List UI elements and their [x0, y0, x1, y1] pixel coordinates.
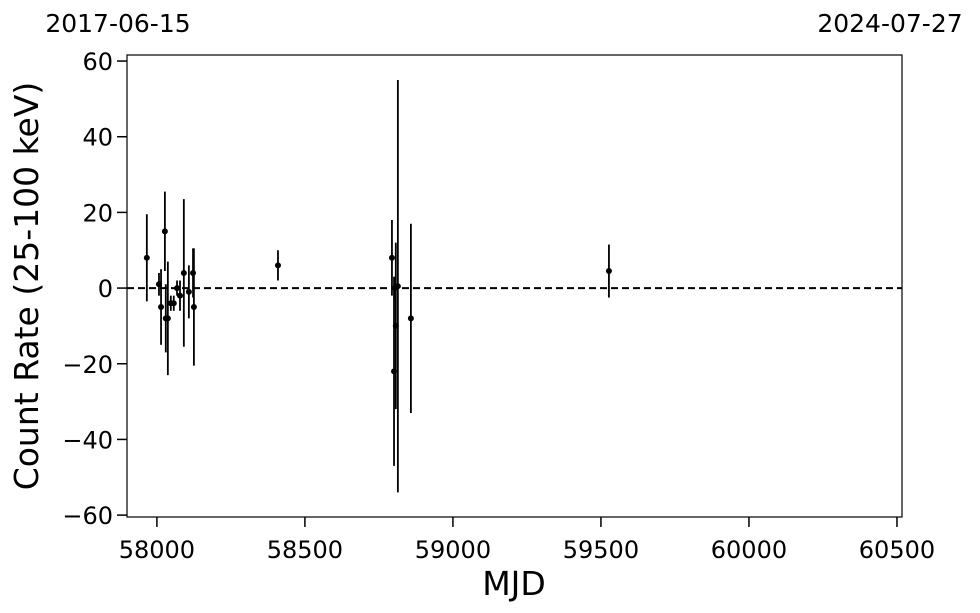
- y-axis-label: Count Rate (25-100 keV): [7, 82, 46, 491]
- data-point: [190, 304, 197, 310]
- data-point: [180, 269, 187, 276]
- top-date-label: 2024-07-27: [817, 9, 962, 38]
- x-tick-label: 58500: [267, 536, 343, 564]
- data-point: [394, 283, 401, 290]
- data-point: [274, 262, 281, 269]
- data-point: [605, 268, 612, 275]
- x-tick-label: 58000: [119, 536, 195, 564]
- data-point: [158, 304, 165, 310]
- data-point: [388, 254, 395, 261]
- x-tick-label: 59000: [415, 536, 491, 564]
- y-tick-label: 40: [82, 124, 113, 152]
- y-tick-label: −40: [62, 426, 113, 454]
- x-tick-label: 60500: [859, 536, 935, 564]
- data-point: [407, 315, 414, 322]
- data-point: [170, 300, 177, 307]
- y-tick-label: −60: [62, 502, 113, 530]
- x-tick-label: 60000: [711, 536, 787, 564]
- y-tick-label: −20: [62, 351, 113, 379]
- data-point: [174, 285, 181, 292]
- data-point: [185, 288, 192, 295]
- y-tick-label: 60: [82, 48, 113, 76]
- x-tick-label: 59500: [563, 536, 639, 564]
- data-point: [164, 315, 171, 322]
- data-point: [161, 228, 168, 235]
- y-tick-label: 0: [98, 275, 113, 303]
- x-axis-label: MJD: [482, 564, 546, 603]
- data-point: [143, 254, 150, 261]
- data-point: [176, 292, 183, 299]
- y-tick-label: 20: [82, 199, 113, 227]
- plot-frame: [126, 54, 903, 518]
- top-date-label: 2017-06-15: [45, 9, 190, 38]
